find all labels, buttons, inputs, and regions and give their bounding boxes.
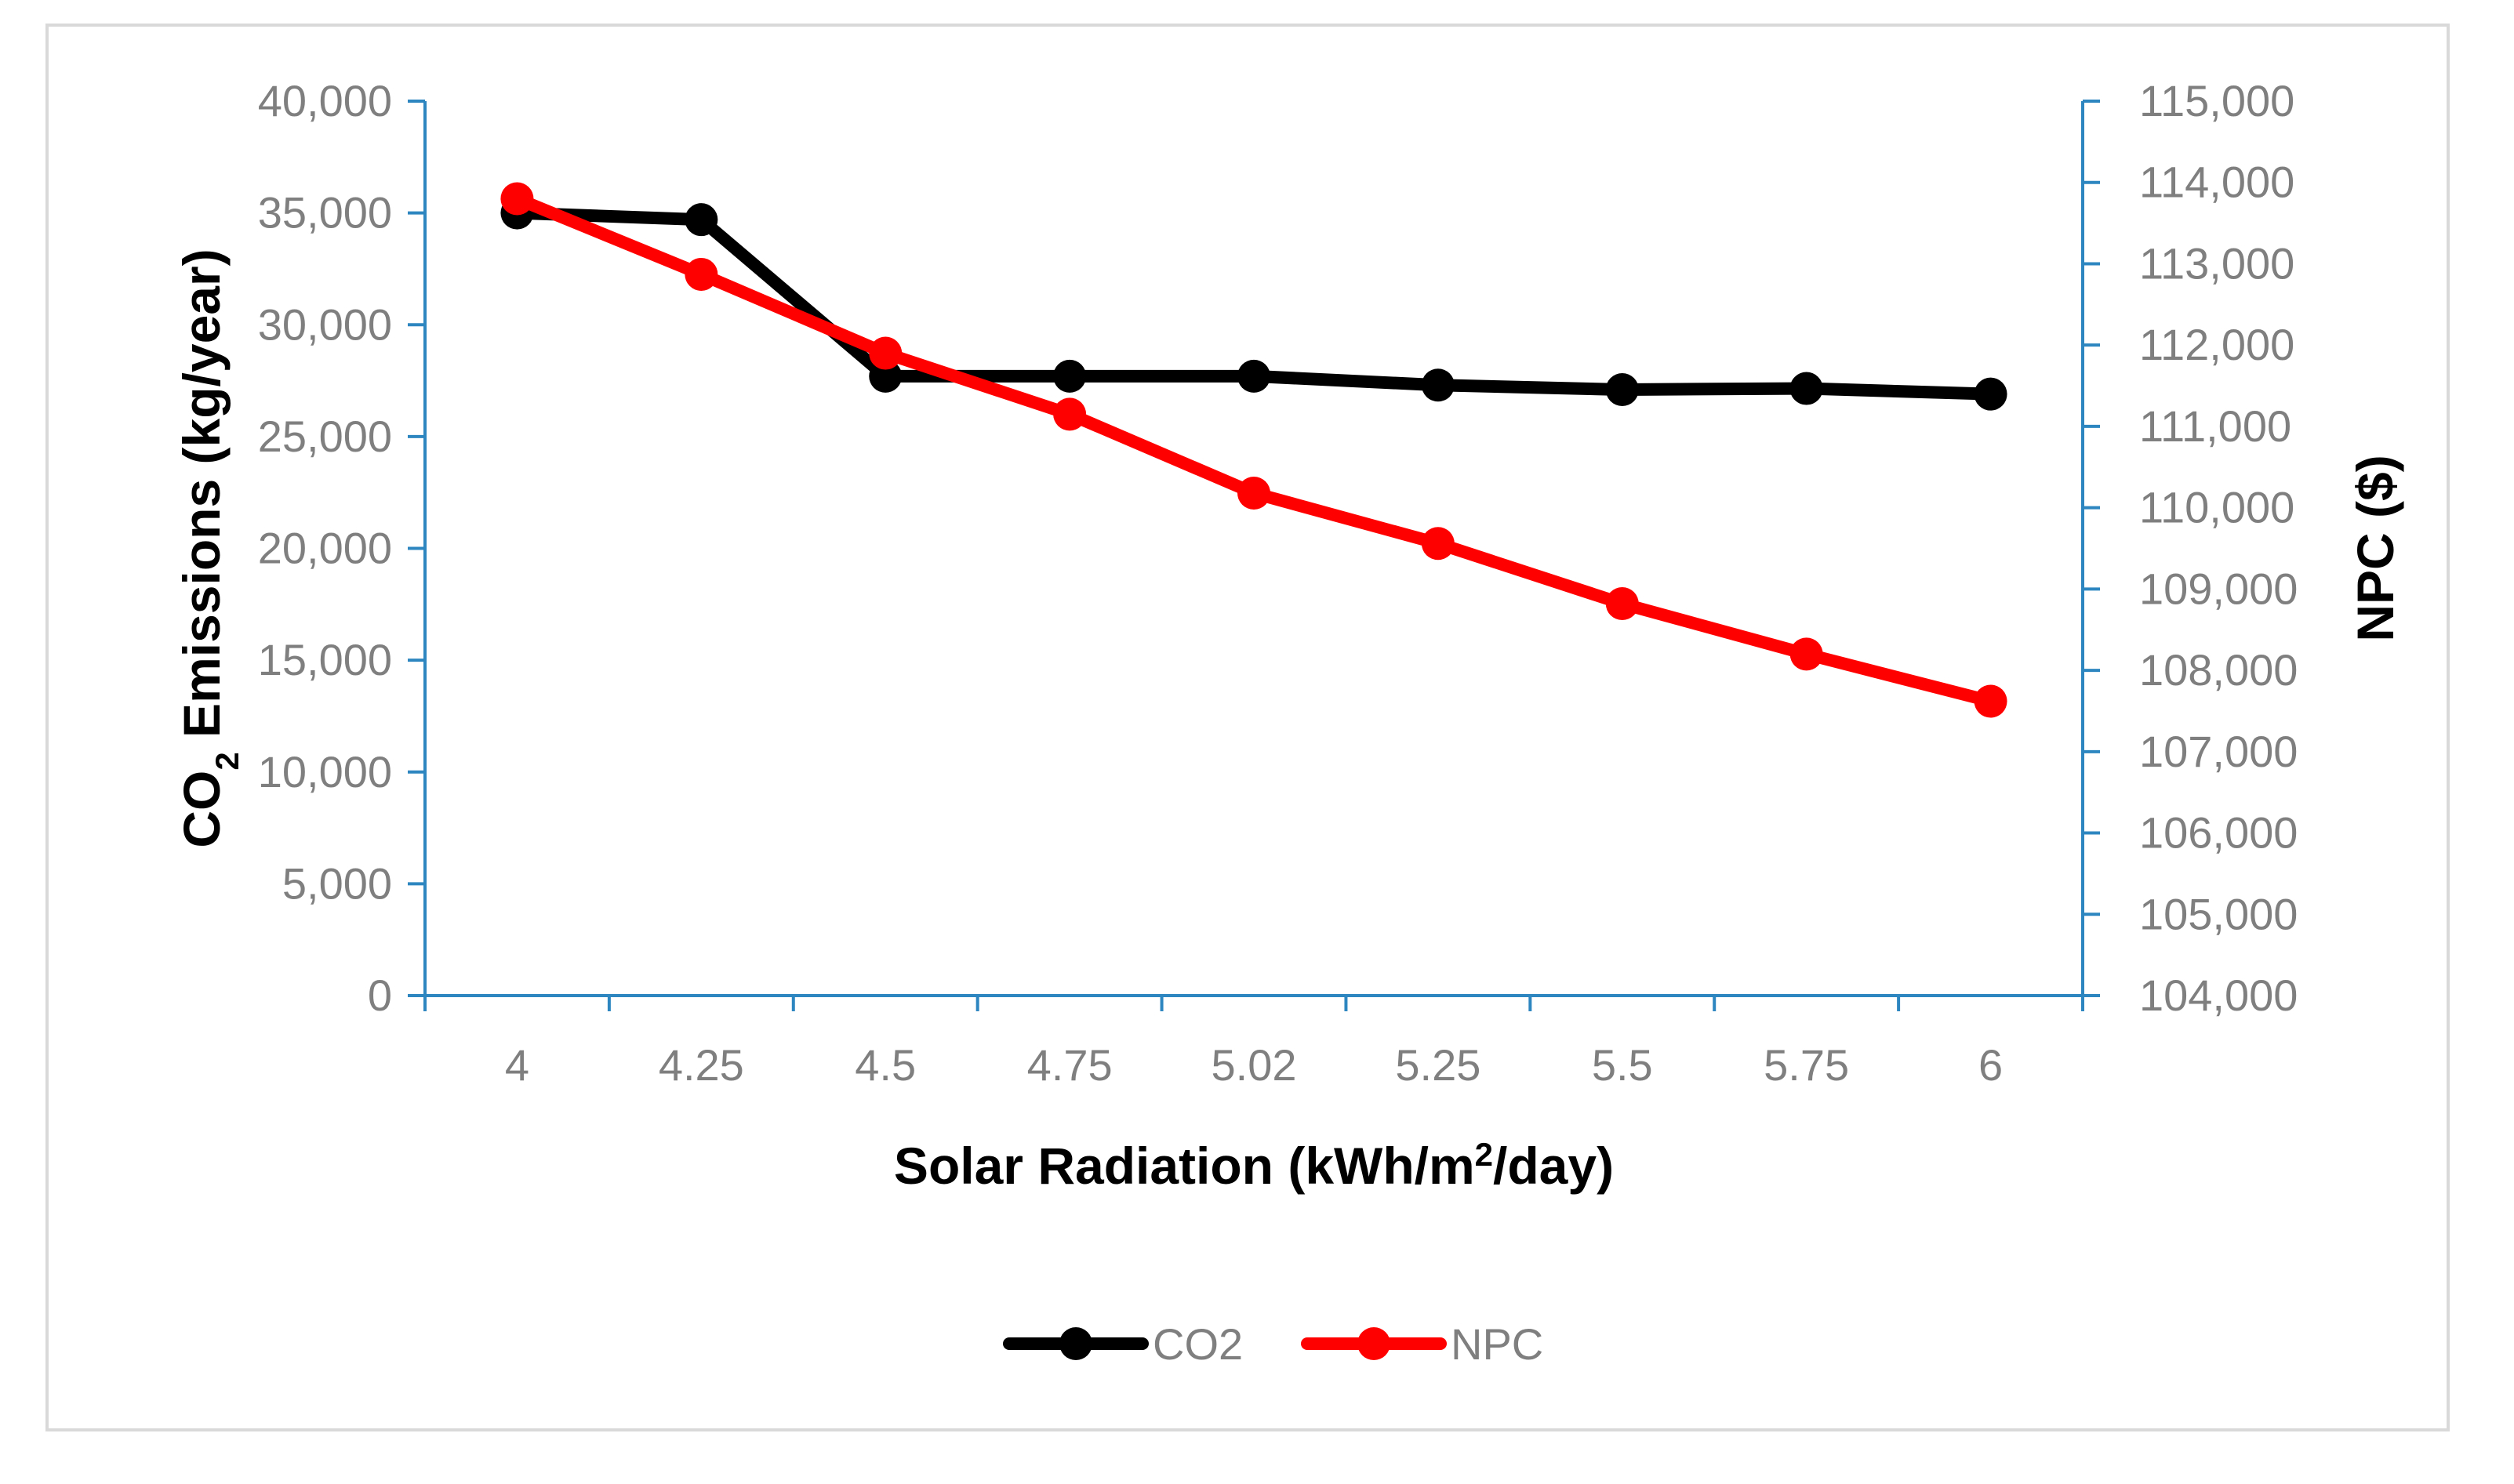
x-tick-label: 5.25 — [1395, 1040, 1480, 1090]
y-left-tick-label: 30,000 — [258, 299, 392, 349]
data-point-co2 — [869, 359, 903, 393]
data-point-co2 — [1053, 359, 1087, 393]
data-point-co2 — [1789, 372, 1823, 405]
y-right-tick-label: 112,000 — [2139, 320, 2294, 369]
chart: 0 5,000 10,000 15,000 20,000 25,000 30,000 35,0… — [173, 76, 2404, 1369]
y-left-tick-label: 0 — [368, 971, 392, 1020]
y-right-tick-label: 109,000 — [2139, 564, 2298, 613]
y-right-tick-label: 106,000 — [2139, 808, 2298, 858]
y-right-tick-label: 113,000 — [2139, 238, 2294, 288]
series-line-npc — [510, 192, 1997, 708]
y-axis-left-title-suffix: Emissions (kg/year) — [173, 249, 231, 752]
legend-item-co2: CO2 — [1003, 1319, 1243, 1369]
y-left-tick-label: 40,000 — [258, 76, 392, 125]
legend-label-co2: CO2 — [1153, 1319, 1243, 1369]
y-right-tick-label: 115,000 — [2139, 76, 2294, 125]
y-right-tick-label: 104,000 — [2139, 971, 2298, 1020]
data-point-npc — [1237, 476, 1270, 510]
x-axis-title-sup: 2 — [1475, 1136, 1493, 1173]
x-tick-label: 4.5 — [855, 1040, 916, 1090]
data-point-npc — [500, 182, 534, 216]
x-tick-label: 4.75 — [1027, 1040, 1113, 1090]
x-tick-label: 4.25 — [659, 1040, 744, 1090]
series-npc — [500, 182, 2007, 718]
data-point-co2 — [1974, 377, 2007, 411]
y-left-tick-label: 20,000 — [258, 524, 392, 573]
x-axis-title: Solar Radiation (kWh/m2/day) — [894, 1136, 1614, 1196]
legend-label-npc: NPC — [1451, 1319, 1543, 1369]
y-right-tick-label: 105,000 — [2139, 889, 2298, 938]
data-point-npc — [1789, 637, 1823, 671]
data-point-npc — [869, 336, 903, 370]
x-tick-label: 5.02 — [1212, 1040, 1297, 1090]
x-tick-label: 5.5 — [1592, 1040, 1653, 1090]
y-axis-left-title-prefix: CO — [173, 771, 231, 848]
data-point-npc — [1605, 587, 1639, 621]
y-axis-left-title-sub: 2 — [209, 752, 245, 770]
data-point-npc — [1974, 684, 2007, 718]
y-left-tick-label: 5,000 — [282, 858, 392, 908]
data-point-co2 — [1605, 372, 1639, 406]
series-layer — [500, 182, 2007, 718]
y-right-tick-label: 110,000 — [2139, 483, 2294, 532]
y-axis-right-title: NPC ($) — [2346, 455, 2404, 641]
data-point-npc — [1053, 397, 1087, 431]
y-right-tick-label: 114,000 — [2139, 158, 2294, 207]
y-axis-left-title: CO2 Emissions (kg/year) — [173, 249, 245, 847]
data-point-co2 — [1237, 359, 1270, 393]
legend-item-npc: NPC — [1301, 1319, 1543, 1369]
axes — [408, 100, 2100, 1011]
tick-labels: 0 5,000 10,000 15,000 20,000 25,000 30,000 35,0… — [258, 76, 2298, 1090]
x-tick-label: 5.75 — [1764, 1040, 1849, 1090]
data-point-co2 — [685, 203, 718, 237]
legend-marker-co2 — [1059, 1327, 1092, 1360]
x-tick-label: 6 — [1978, 1040, 2003, 1090]
data-point-npc — [685, 257, 718, 291]
y-left-tick-label: 35,000 — [258, 188, 392, 238]
legend: CO2 NPC — [1003, 1319, 1543, 1369]
series-co2 — [500, 196, 2007, 411]
x-tick-label: 4 — [505, 1040, 529, 1090]
axis-titles: Solar Radiation (kWh/m2/day)CO2 Emission… — [173, 249, 2404, 1195]
data-point-npc — [1421, 527, 1455, 561]
y-left-tick-label: 10,000 — [258, 747, 392, 796]
y-left-tick-label: 15,000 — [258, 635, 392, 684]
x-axis-title-prefix: Solar Radiation (kWh/m — [894, 1137, 1475, 1195]
y-right-tick-label: 108,000 — [2139, 645, 2298, 695]
x-axis-title-suffix: /day) — [1493, 1137, 1614, 1195]
data-point-co2 — [1421, 368, 1455, 402]
y-right-tick-label: 111,000 — [2139, 401, 2291, 451]
y-left-tick-label: 25,000 — [258, 412, 392, 461]
chart-frame: 0 5,000 10,000 15,000 20,000 25,000 30,000 35,0… — [45, 24, 2450, 1431]
legend-marker-npc — [1357, 1327, 1390, 1360]
y-right-tick-label: 107,000 — [2139, 727, 2298, 776]
